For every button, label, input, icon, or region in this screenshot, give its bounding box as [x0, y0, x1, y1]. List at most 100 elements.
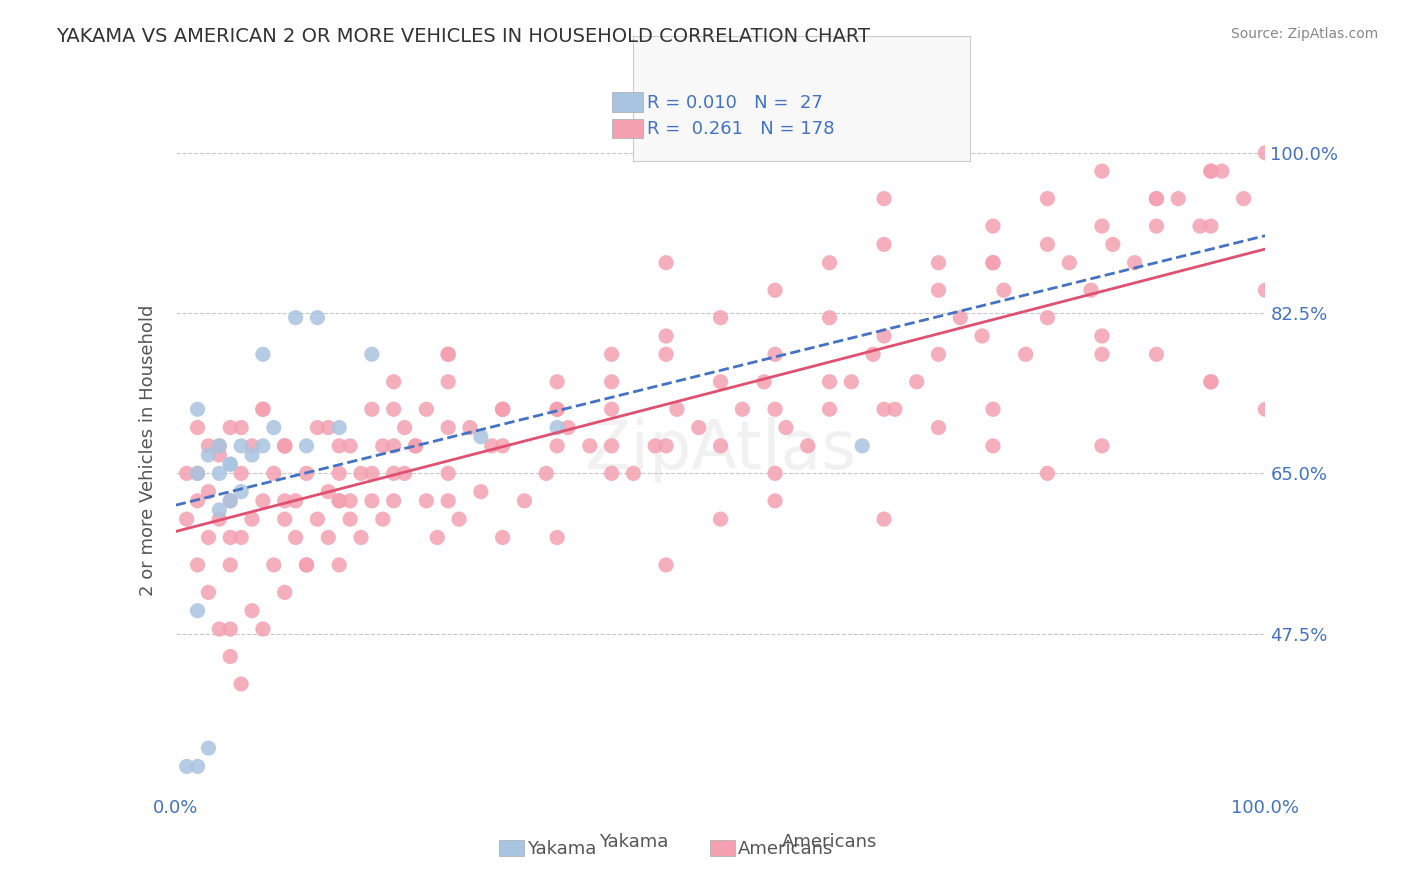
Point	[186, 467, 209, 481]
Point	[1091, 347, 1114, 361]
Point	[666, 402, 689, 417]
Point	[621, 467, 644, 481]
Point	[1036, 310, 1059, 325]
Point	[818, 375, 841, 389]
Point	[426, 531, 449, 545]
Point	[263, 420, 285, 434]
Point	[382, 375, 405, 389]
Point	[437, 493, 460, 508]
Point	[1144, 347, 1167, 361]
Point	[437, 375, 460, 389]
Point	[688, 420, 710, 434]
Point	[754, 375, 776, 389]
Point	[492, 402, 515, 417]
Point	[176, 759, 198, 773]
Point	[263, 467, 285, 481]
Point	[655, 256, 678, 270]
Point	[405, 439, 427, 453]
Point	[415, 493, 437, 508]
Point	[186, 759, 209, 773]
Point	[339, 439, 361, 453]
Point	[763, 493, 786, 508]
Point	[546, 531, 568, 545]
Point	[328, 558, 350, 572]
Point	[208, 622, 231, 636]
Point	[405, 439, 427, 453]
Point	[981, 219, 1004, 233]
Point	[579, 439, 602, 453]
Point	[360, 467, 382, 481]
Point	[350, 467, 373, 481]
Point	[655, 347, 678, 361]
Point	[1199, 219, 1222, 233]
Point	[884, 402, 907, 417]
Point	[763, 467, 786, 481]
Point	[307, 310, 329, 325]
Point	[437, 347, 460, 361]
Point	[993, 283, 1015, 297]
Point	[437, 420, 460, 434]
Point	[176, 512, 198, 526]
Point	[231, 484, 253, 499]
Point	[492, 402, 515, 417]
Point	[763, 283, 786, 297]
Point	[252, 347, 274, 361]
Point	[318, 420, 340, 434]
Point	[600, 467, 623, 481]
Point	[328, 493, 350, 508]
Point	[382, 439, 405, 453]
Point	[339, 512, 361, 526]
Point	[1091, 164, 1114, 178]
Point	[240, 439, 263, 453]
Point	[470, 430, 492, 444]
Point	[186, 493, 209, 508]
Point	[240, 448, 263, 462]
Point	[219, 558, 242, 572]
Point	[197, 585, 219, 599]
Point	[219, 457, 242, 471]
Point	[328, 467, 350, 481]
Point	[231, 531, 253, 545]
Y-axis label: 2 or more Vehicles in Household: 2 or more Vehicles in Household	[139, 305, 157, 596]
Point	[1199, 164, 1222, 178]
Point	[208, 448, 231, 462]
Point	[394, 420, 416, 434]
Point	[186, 604, 209, 618]
Point	[1167, 192, 1189, 206]
Point	[928, 256, 950, 270]
Text: Yakama: Yakama	[599, 833, 668, 851]
Point	[841, 375, 863, 389]
Point	[796, 439, 818, 453]
Point	[252, 402, 274, 417]
Point	[219, 531, 242, 545]
Point	[873, 192, 896, 206]
Point	[818, 310, 841, 325]
Text: Yakama: Yakama	[527, 840, 596, 858]
Point	[731, 402, 754, 417]
Point	[1080, 283, 1102, 297]
Text: R =  0.261   N = 178: R = 0.261 N = 178	[647, 120, 834, 138]
Point	[1036, 467, 1059, 481]
Point	[546, 402, 568, 417]
Point	[295, 558, 318, 572]
Point	[873, 329, 896, 343]
Point	[360, 347, 382, 361]
Text: Americans: Americans	[782, 833, 877, 851]
Point	[1091, 219, 1114, 233]
Point	[513, 493, 536, 508]
Point	[928, 283, 950, 297]
Point	[447, 512, 470, 526]
Point	[492, 402, 515, 417]
Point	[862, 347, 884, 361]
Point	[763, 347, 786, 361]
Point	[655, 558, 678, 572]
Point	[534, 467, 557, 481]
Point	[252, 622, 274, 636]
Point	[981, 402, 1004, 417]
Point	[710, 375, 733, 389]
Point	[274, 439, 297, 453]
Point	[274, 585, 297, 599]
Point	[1015, 347, 1038, 361]
Point	[295, 467, 318, 481]
Point	[274, 439, 297, 453]
